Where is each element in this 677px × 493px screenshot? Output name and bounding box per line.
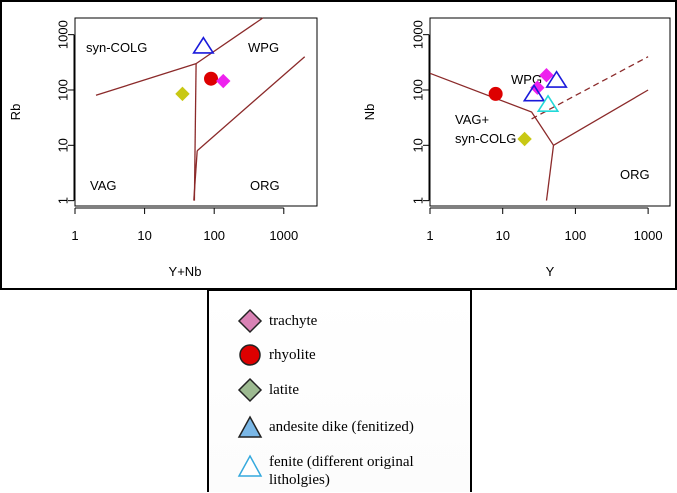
legend-marker <box>237 454 263 477</box>
data-point-latite <box>517 131 532 147</box>
legend-label: fenite (different original litholgies) <box>269 454 414 488</box>
y-tick-label: 100 <box>55 79 70 101</box>
field-labels: WPG VAG+ syn-COLG ORG <box>455 72 650 182</box>
x-tick-label: 100 <box>565 228 587 243</box>
x-tick-label: 100 <box>203 228 225 243</box>
legend-item-latite: latite <box>237 377 459 403</box>
y-axis: 1 10 100 1000 <box>55 20 75 204</box>
boundary-line <box>193 63 197 201</box>
x-tick-label: 1000 <box>269 228 298 243</box>
x-axis-label: Y+Nb <box>169 264 202 279</box>
x-axis: 1 10 100 1000 <box>426 207 663 243</box>
data-point-rhyolite <box>488 86 503 101</box>
field-boundaries <box>95 17 306 201</box>
rb-vs-ynb-diagram: syn-COLG WPG VAG ORG 1 10 100 1000 1 10 100 10… <box>8 17 318 279</box>
legend-item-andesite-dike: andesite dike (fenitized) <box>237 414 459 440</box>
y-tick-label: 100 <box>410 79 425 101</box>
field-label-org: ORG <box>620 167 650 182</box>
boundary-line <box>531 56 649 120</box>
data-point-rhyolite <box>204 71 219 86</box>
field-boundaries <box>429 56 649 201</box>
x-axis: 1 10 100 1000 <box>71 207 298 243</box>
x-axis-label: Y <box>546 264 555 279</box>
field-label-vag-plus: VAG+ <box>455 112 489 127</box>
boundary-line <box>545 145 555 201</box>
x-tick-label: 10 <box>137 228 151 243</box>
x-tick-label: 10 <box>495 228 509 243</box>
data-point-andesite-dike-fenitized <box>545 70 568 88</box>
field-label-wpg: WPG <box>248 40 279 55</box>
plot-box <box>74 17 318 207</box>
legend-marker <box>237 308 263 334</box>
boundary-line <box>429 72 555 146</box>
legend-marker <box>237 415 263 438</box>
data-points <box>175 36 231 102</box>
field-label-wpg: WPG <box>511 72 542 87</box>
data-point-trachyte <box>539 67 554 83</box>
discrimination-diagrams: syn-COLG WPG VAG ORG 1 10 100 1000 1 10 100 10… <box>0 0 677 290</box>
y-axis: 1 10 100 1000 <box>410 20 430 204</box>
boundary-line <box>196 56 306 152</box>
field-labels: syn-COLG WPG VAG ORG <box>86 40 280 193</box>
data-point-latite <box>175 86 190 102</box>
legend-label: trachyte <box>269 313 318 329</box>
legend-label: andesite dike (fenitized) <box>269 419 414 435</box>
andesite-triangle-icon <box>237 415 263 438</box>
boundary-line <box>195 17 264 65</box>
x-tick-label: 1 <box>71 228 78 243</box>
legend-label: latite <box>269 382 299 398</box>
field-label-vag: VAG <box>90 178 117 193</box>
data-points <box>488 67 568 147</box>
legend-marker <box>237 377 263 403</box>
data-point-andesite-dike-fenitized <box>192 36 215 54</box>
data-point-andesite-dike-fenitized <box>522 83 546 102</box>
y-tick-label: 1000 <box>55 20 70 49</box>
rhyolite-circle-icon <box>239 344 261 366</box>
y-tick-label: 1 <box>410 197 425 204</box>
plot-box <box>429 17 671 207</box>
data-point-fenite-different-original-litholgies <box>536 94 560 112</box>
y-tick-label: 1 <box>55 197 70 204</box>
boundary-line <box>193 150 198 201</box>
figure-frame <box>0 0 677 290</box>
field-label-syn-colg: syn-COLG <box>455 131 516 146</box>
legend: trachyte rhyolite latite andesite dike (… <box>207 289 472 492</box>
boundary-line <box>553 89 649 146</box>
x-tick-label: 1 <box>426 228 433 243</box>
fenite-triangle-icon <box>237 454 263 477</box>
field-label-syn-colg: syn-COLG <box>86 40 147 55</box>
y-axis-label: Nb <box>362 104 377 121</box>
legend-marker <box>239 344 261 366</box>
legend-item-trachyte: trachyte <box>237 308 459 334</box>
boundary-line <box>95 62 197 96</box>
y-tick-label: 10 <box>410 138 425 152</box>
legend-item-fenite: fenite (different original litholgies) <box>237 453 459 493</box>
y-tick-label: 1000 <box>410 20 425 49</box>
latite-diamond-icon <box>237 377 263 403</box>
legend-label: rhyolite <box>269 347 316 363</box>
data-point-trachyte <box>216 73 231 89</box>
field-label-org: ORG <box>250 178 280 193</box>
trachyte-diamond-icon <box>237 308 263 334</box>
y-axis-label: Rb <box>8 104 23 121</box>
y-tick-label: 10 <box>55 138 70 152</box>
legend-item-rhyolite: rhyolite <box>237 342 459 368</box>
x-tick-label: 1000 <box>634 228 663 243</box>
